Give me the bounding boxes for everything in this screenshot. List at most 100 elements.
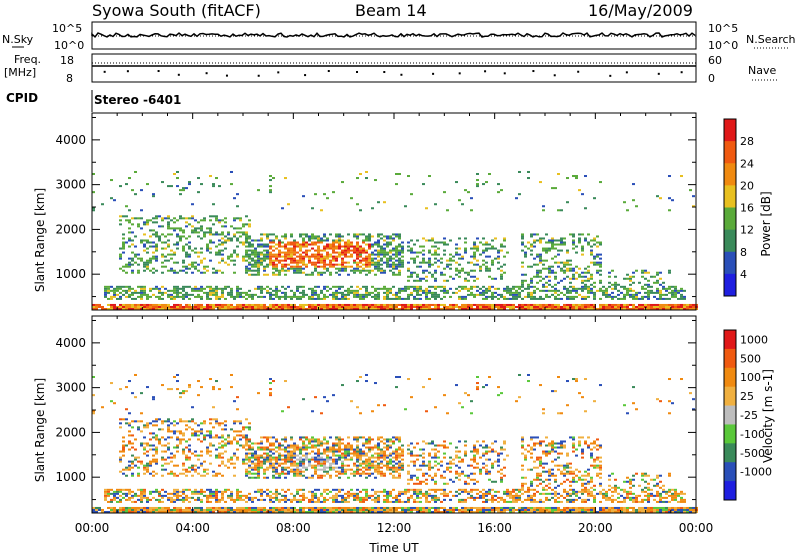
power-cell <box>497 183 500 186</box>
power-cell <box>269 295 272 298</box>
power-cell <box>431 303 434 306</box>
velocity-cell <box>209 454 212 457</box>
power-cell <box>137 305 140 308</box>
power-cell <box>212 203 215 206</box>
power-cell <box>350 255 353 258</box>
power-cell <box>152 251 155 254</box>
power-cell <box>296 259 299 262</box>
velocity-cell <box>212 436 215 439</box>
power-cell <box>428 303 431 306</box>
power-cell <box>434 277 437 280</box>
power-cell <box>236 295 239 298</box>
power-cell <box>335 305 338 308</box>
velocity-cell <box>191 420 194 423</box>
power-cell <box>470 293 473 296</box>
velocity-cell <box>167 420 170 423</box>
velocity-cell <box>398 375 401 379</box>
velocity-cell <box>203 468 206 471</box>
velocity-cell <box>272 444 275 447</box>
power-cell <box>440 307 443 310</box>
power-cell <box>557 293 560 296</box>
velocity-cell <box>158 506 161 509</box>
velocity-cell <box>116 496 119 499</box>
power-cell <box>278 251 281 254</box>
power-cell <box>629 279 632 282</box>
power-cell <box>377 201 380 204</box>
power-cell <box>275 289 278 292</box>
power-cell <box>122 245 125 248</box>
power-cell <box>641 285 644 288</box>
velocity-cell <box>371 488 374 491</box>
power-cell <box>122 289 125 292</box>
velocity-cell <box>377 452 380 455</box>
velocity-cell <box>377 446 380 449</box>
power-cell <box>245 251 248 254</box>
velocity-cell <box>326 458 329 461</box>
power-cell <box>434 287 437 290</box>
velocity-cell <box>176 488 179 491</box>
power-cell <box>335 245 338 248</box>
power-cell <box>200 183 203 186</box>
velocity-cell <box>287 444 290 447</box>
power-cell <box>665 287 668 290</box>
velocity-cell <box>278 446 281 449</box>
velocity-cell <box>269 436 272 439</box>
power-cell <box>464 287 467 290</box>
velocity-cell <box>149 490 152 493</box>
velocity-cell <box>398 454 401 457</box>
power-cell <box>305 265 308 268</box>
velocity-cell <box>221 460 224 463</box>
power-cell <box>383 253 386 256</box>
power-cell <box>173 229 176 232</box>
power-cell <box>497 249 500 252</box>
power-cell <box>335 235 338 238</box>
power-cell <box>599 279 602 282</box>
power-cell <box>365 259 368 262</box>
velocity-cell <box>155 506 158 509</box>
power-cell <box>140 189 143 192</box>
power-cell <box>329 245 332 248</box>
power-cell <box>395 251 398 254</box>
velocity-cell <box>311 490 314 493</box>
velocity-cell <box>158 438 161 441</box>
power-cell <box>440 285 443 288</box>
power-cell <box>620 291 623 294</box>
power-cell <box>419 245 422 248</box>
power-cell <box>257 245 260 248</box>
power-cell <box>587 265 590 268</box>
power-cell <box>482 263 485 266</box>
power-cell <box>230 183 233 186</box>
velocity-cell <box>104 510 107 513</box>
power-cell <box>629 307 632 310</box>
velocity-cell <box>359 412 362 415</box>
velocity-cell <box>263 476 266 479</box>
power-cell <box>119 215 122 218</box>
power-cell <box>575 295 578 298</box>
power-cell <box>224 239 227 242</box>
power-cell <box>290 257 293 260</box>
power-cell <box>356 249 359 252</box>
power-cell <box>434 261 437 264</box>
power-cell <box>413 305 416 308</box>
power-cell <box>428 259 431 262</box>
power-cell <box>599 297 602 300</box>
velocity-cell <box>173 424 176 427</box>
freq-dot <box>553 74 556 77</box>
velocity-cell <box>314 496 317 499</box>
power-cell <box>329 265 332 268</box>
power-cell <box>530 285 533 288</box>
power-cell <box>383 305 386 308</box>
velocity-cell <box>221 422 224 425</box>
power-cell <box>266 245 269 248</box>
velocity-cell <box>284 472 287 475</box>
velocity-cell <box>233 422 236 425</box>
power-cell <box>245 297 248 300</box>
power-cell <box>92 307 95 310</box>
velocity-cell <box>248 426 251 429</box>
power-cell <box>605 293 608 296</box>
power-cell <box>146 261 149 264</box>
power-cell <box>587 269 590 272</box>
power-cell <box>521 261 524 264</box>
power-cell <box>533 285 536 288</box>
velocity-cell <box>302 460 305 463</box>
